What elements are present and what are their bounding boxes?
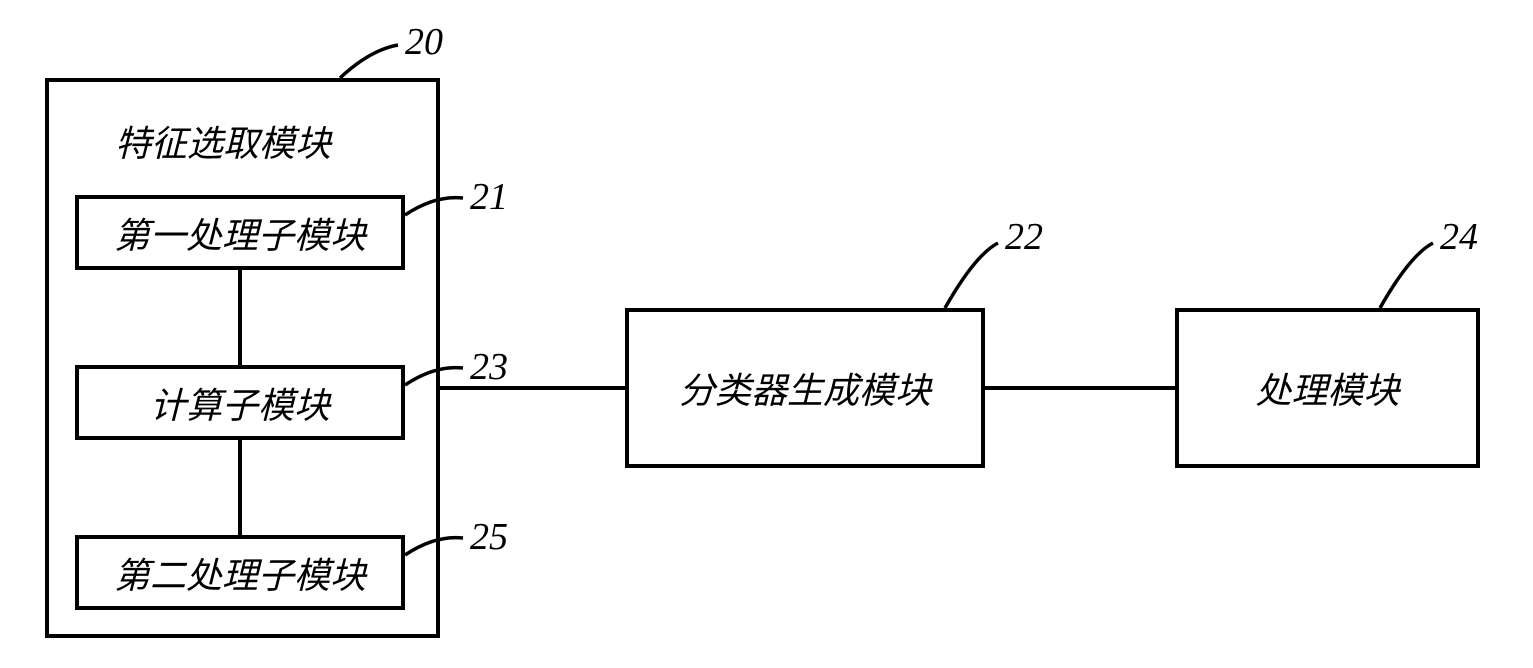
lead-lines	[0, 0, 1533, 668]
